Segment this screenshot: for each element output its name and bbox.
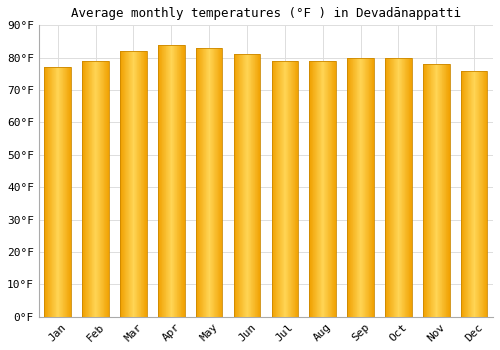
Bar xyxy=(234,55,260,317)
Bar xyxy=(348,58,374,317)
Bar xyxy=(423,64,450,317)
Bar xyxy=(158,45,184,317)
Bar xyxy=(461,71,487,317)
Bar xyxy=(310,61,336,317)
Bar xyxy=(120,51,146,317)
Bar xyxy=(385,58,411,317)
Title: Average monthly temperatures (°F ) in Devadānappatti: Average monthly temperatures (°F ) in De… xyxy=(71,7,461,20)
Bar xyxy=(196,48,222,317)
Bar xyxy=(82,61,109,317)
Bar xyxy=(44,68,71,317)
Bar xyxy=(272,61,298,317)
